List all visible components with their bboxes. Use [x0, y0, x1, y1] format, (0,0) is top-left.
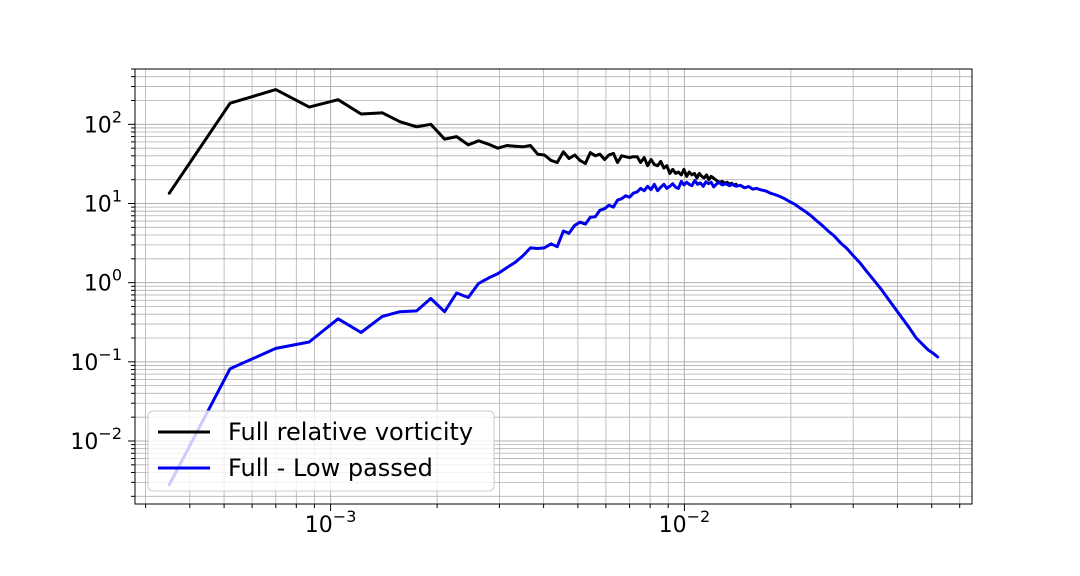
legend-label-full-low-passed: Full - Low passed	[228, 454, 433, 482]
series-layer	[167, 88, 940, 487]
series-line-full-low-passed	[167, 179, 940, 487]
y-tick-label: 10−2	[70, 424, 122, 455]
y-tick-label: 102	[84, 107, 122, 138]
y-tick-labels: 102 101 100 10−1 10−2	[70, 107, 122, 455]
legend: Full relative vorticity Full - Low passe…	[147, 410, 495, 492]
minor-grid	[135, 68, 972, 504]
y-tick-label: 100	[84, 266, 122, 297]
x-tick-labels: 10−3 10−2	[305, 507, 710, 538]
ticks-layer	[128, 68, 961, 511]
x-tick-label: 10−3	[305, 507, 357, 538]
y-tick-label: 10−1	[70, 345, 122, 376]
legend-box	[147, 410, 495, 492]
legend-label-full-relative-vorticity: Full relative vorticity	[228, 418, 473, 446]
series-line-full-relative-vorticity	[167, 88, 738, 195]
y-tick-label: 101	[84, 186, 122, 217]
x-tick-label: 10−2	[659, 507, 711, 538]
